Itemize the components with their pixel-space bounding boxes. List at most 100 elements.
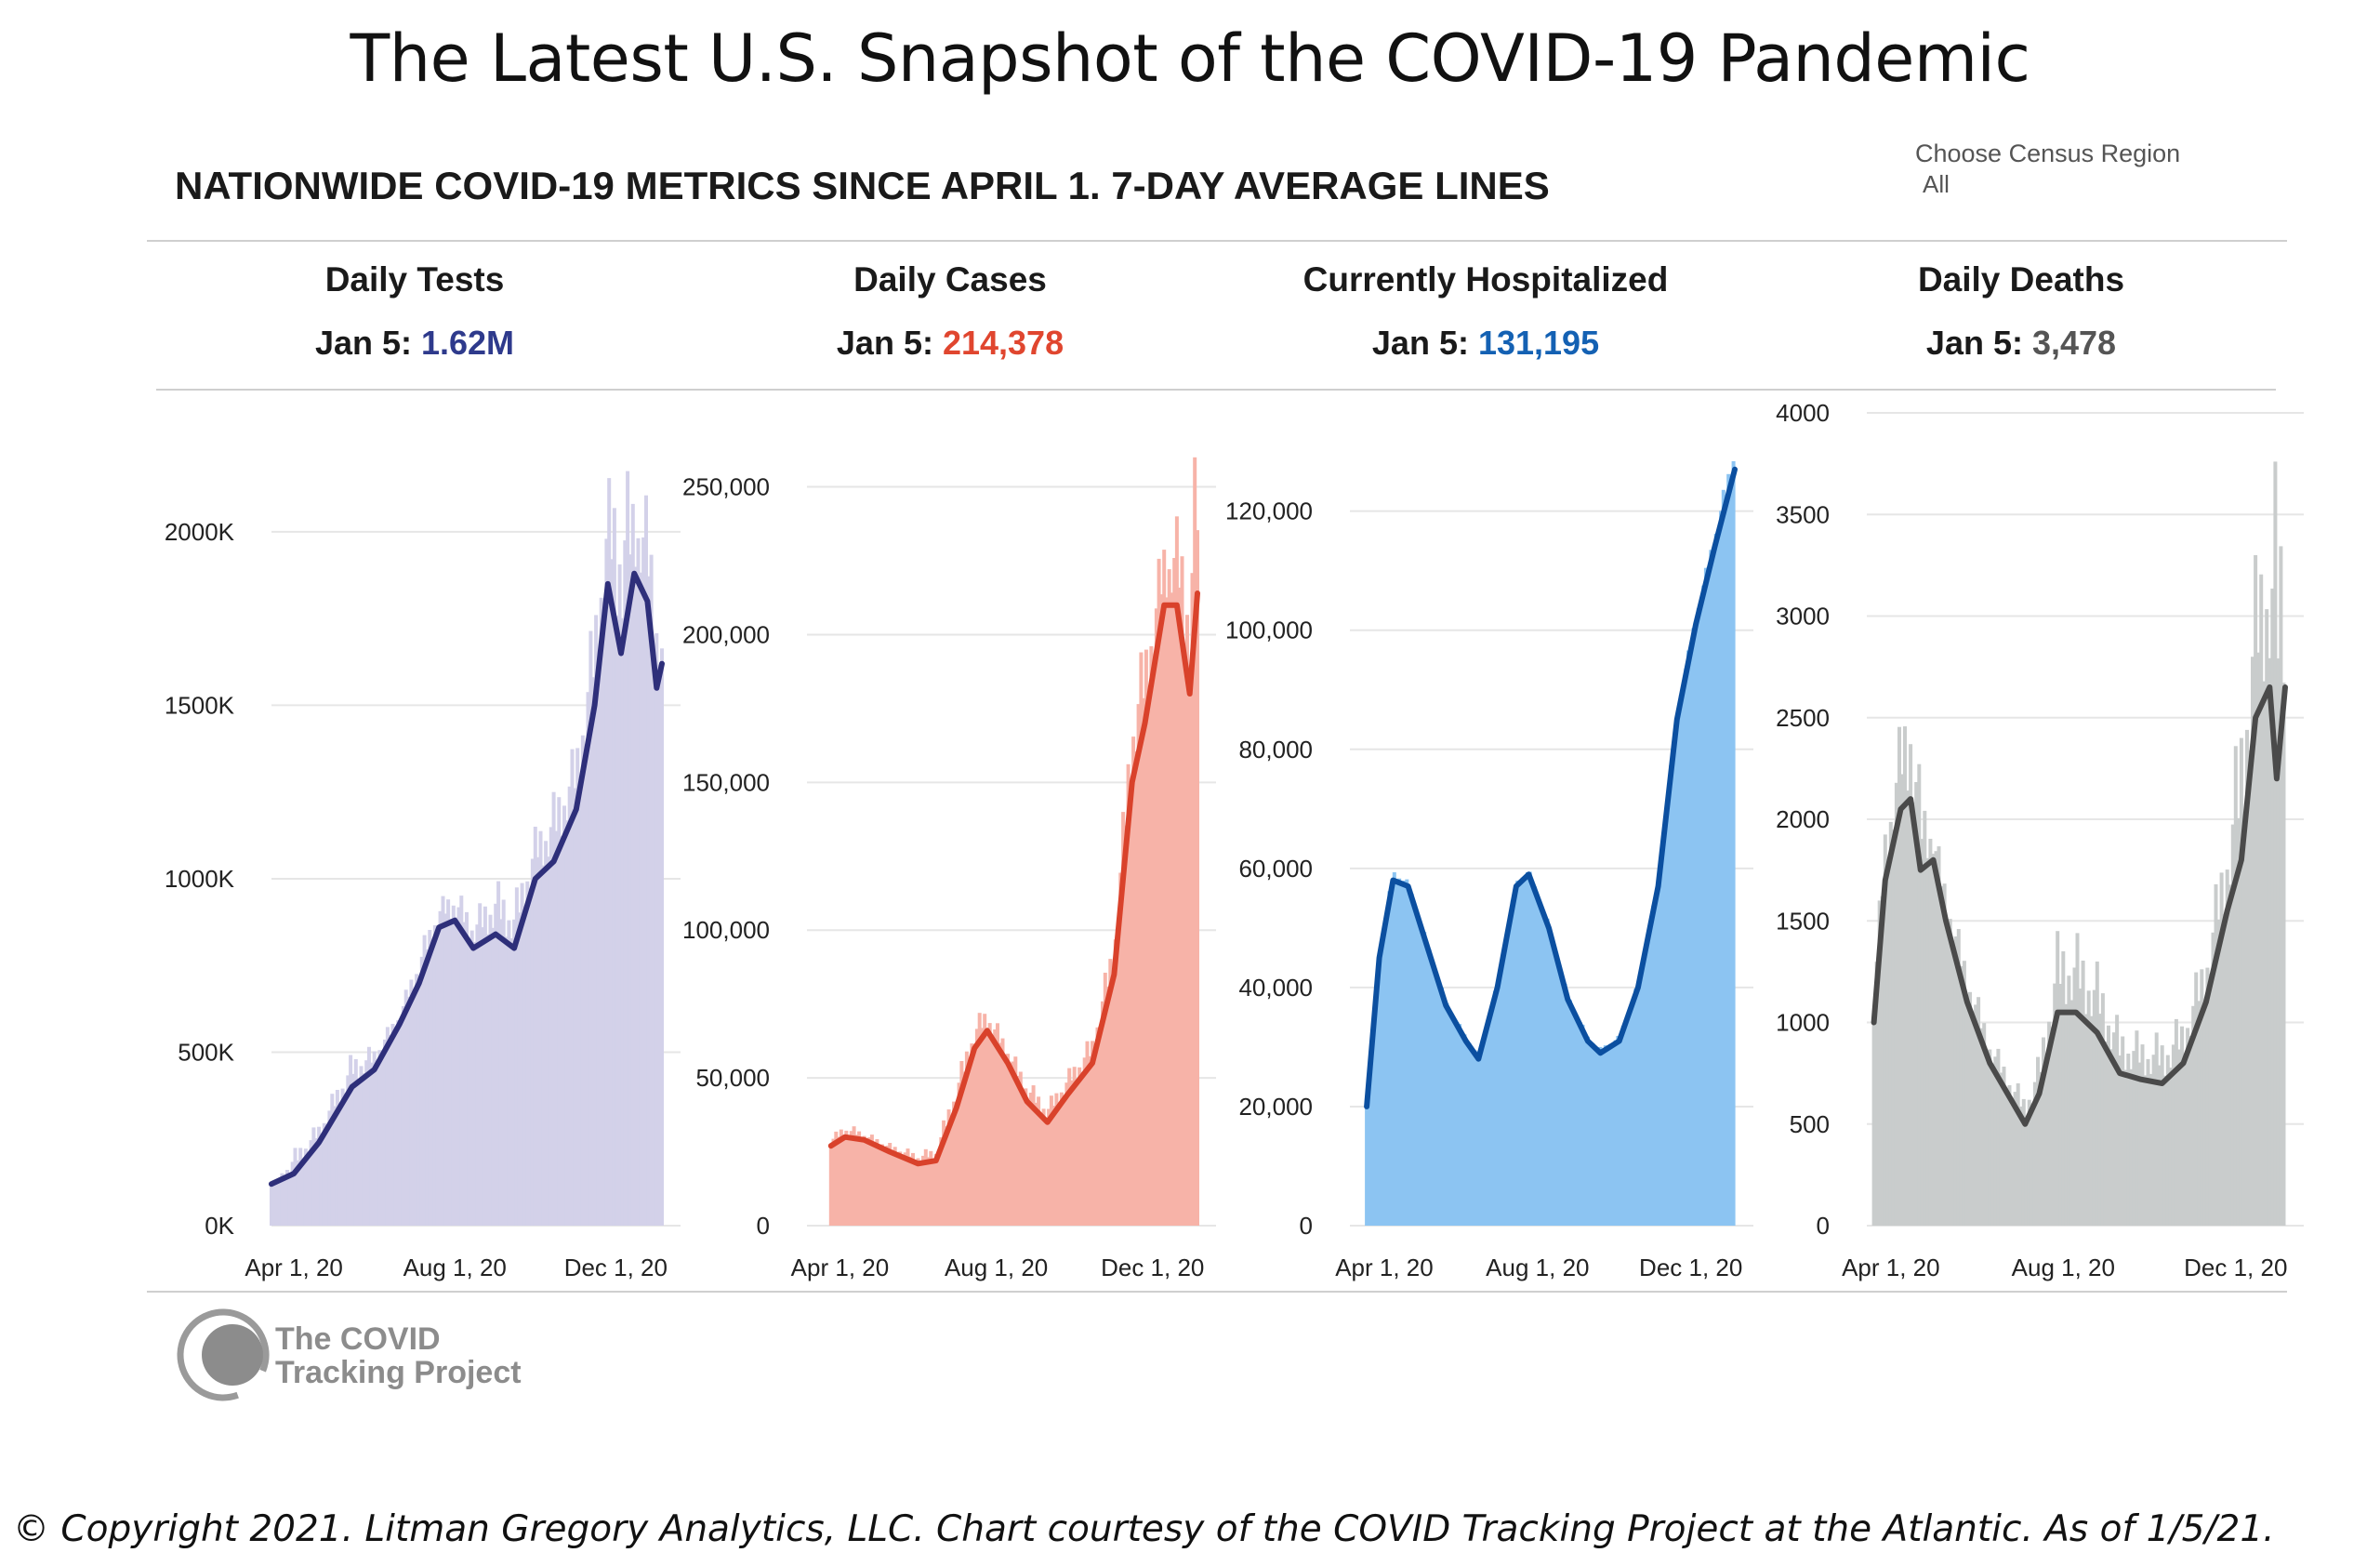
daily-bar [1591, 1042, 1595, 1226]
daily-bar [1170, 592, 1174, 1226]
daily-bar [1108, 959, 1113, 1226]
daily-bar [852, 1126, 856, 1226]
daily-bar [1673, 722, 1678, 1226]
daily-bar [446, 899, 451, 1226]
daily-bar [1517, 882, 1522, 1226]
daily-bar [372, 1051, 377, 1226]
daily-bar [2219, 872, 2224, 1226]
daily-bar [322, 1122, 326, 1226]
daily-bar [1563, 984, 1567, 1226]
daily-bar [1067, 1068, 1072, 1226]
daily-bar [285, 1170, 289, 1226]
average-line [1364, 466, 1738, 1109]
daily-bar [2092, 989, 2096, 1226]
daily-bar [451, 905, 456, 1226]
daily-bar [1526, 872, 1529, 1226]
daily-bar [837, 1136, 841, 1226]
daily-bar [1495, 985, 1500, 1226]
daily-bar [1885, 860, 1890, 1226]
daily-bar [1452, 1019, 1457, 1226]
y-tick-label: 60,000 [1238, 855, 1313, 883]
daily-bar [1540, 909, 1545, 1226]
daily-bar [1180, 556, 1184, 1226]
daily-bar [2146, 1058, 2150, 1226]
daily-bar [660, 648, 664, 1226]
daily-bar [1568, 1000, 1572, 1226]
daily-bar [541, 865, 546, 1226]
daily-bar [1580, 1024, 1585, 1226]
daily-bar [438, 910, 443, 1226]
daily-bar [2016, 1083, 2020, 1226]
daily-bar [1152, 656, 1157, 1226]
daily-bar [878, 1146, 882, 1226]
daily-bar [2216, 919, 2221, 1226]
daily-bar [1925, 857, 1930, 1226]
panel-latest: Jan 5: 214,378 [708, 324, 1192, 363]
daily-bar [1445, 1002, 1449, 1226]
region-selector[interactable]: All [1923, 170, 1950, 198]
daily-bar [456, 907, 461, 1226]
daily-bar [1964, 998, 1969, 1226]
daily-bar [412, 990, 416, 1226]
daily-bar [1871, 1015, 1876, 1226]
daily-bar [462, 922, 467, 1226]
daily-bar [906, 1148, 910, 1226]
daily-bar [1008, 1065, 1012, 1226]
daily-bar [2256, 652, 2261, 1226]
daily-bar [959, 1061, 964, 1226]
daily-bar [1988, 1049, 1992, 1226]
daily-bar [1626, 1013, 1631, 1226]
daily-bar [1190, 573, 1195, 1226]
daily-bar [1631, 998, 1635, 1226]
daily-bar [425, 949, 430, 1226]
daily-bar [578, 779, 582, 1226]
daily-bar [1492, 990, 1497, 1226]
daily-bar [1185, 615, 1189, 1226]
daily-bar [1709, 550, 1713, 1226]
y-tick-label: 3500 [1776, 500, 1830, 528]
panel-latest: Jan 5: 131,195 [1244, 324, 1727, 363]
daily-bar [980, 1028, 985, 1226]
daily-bar [1054, 1093, 1059, 1226]
daily-bar [580, 735, 585, 1226]
daily-bar [916, 1158, 920, 1226]
daily-bar [2004, 1089, 2009, 1226]
daily-bar [2123, 1069, 2128, 1226]
panel-header-deaths: Daily Deaths Jan 5: 3,478 [1779, 260, 2263, 363]
daily-bar [1651, 905, 1656, 1226]
daily-bar [1059, 1092, 1064, 1226]
daily-bar [1985, 1052, 1990, 1226]
latest-label: Jan 5: [314, 324, 412, 362]
daily-bar [544, 841, 549, 1226]
daily-bar [1480, 1040, 1485, 1226]
daily-bar [475, 924, 480, 1226]
daily-bar [892, 1147, 897, 1226]
daily-bar [646, 576, 651, 1226]
daily-bar [432, 925, 437, 1226]
daily-bar [1914, 782, 1919, 1226]
daily-bar [901, 1155, 905, 1226]
daily-bar [1129, 787, 1133, 1226]
daily-bar [1062, 1095, 1066, 1226]
y-tick-label: 1000 [1776, 1009, 1830, 1037]
daily-bar [504, 936, 509, 1226]
daily-bar [620, 617, 625, 1226]
daily-bar [1900, 774, 1904, 1226]
daily-bar [1724, 495, 1728, 1226]
daily-bar [1369, 1041, 1374, 1226]
daily-bar [633, 566, 638, 1226]
daily-bar [1999, 1072, 2003, 1226]
daily-bar [1136, 704, 1141, 1226]
daily-bar [2109, 1049, 2113, 1226]
daily-bar [1031, 1085, 1036, 1226]
daily-bar [2061, 951, 2066, 1226]
daily-bar [330, 1094, 335, 1226]
daily-bar [1121, 812, 1126, 1226]
daily-bar [441, 896, 445, 1226]
daily-bar [293, 1148, 298, 1226]
daily-bar [557, 797, 562, 1226]
daily-bar [977, 1013, 982, 1226]
daily-bar [1367, 1073, 1371, 1226]
daily-bar [2072, 967, 2077, 1226]
daily-bar [1608, 1043, 1613, 1226]
